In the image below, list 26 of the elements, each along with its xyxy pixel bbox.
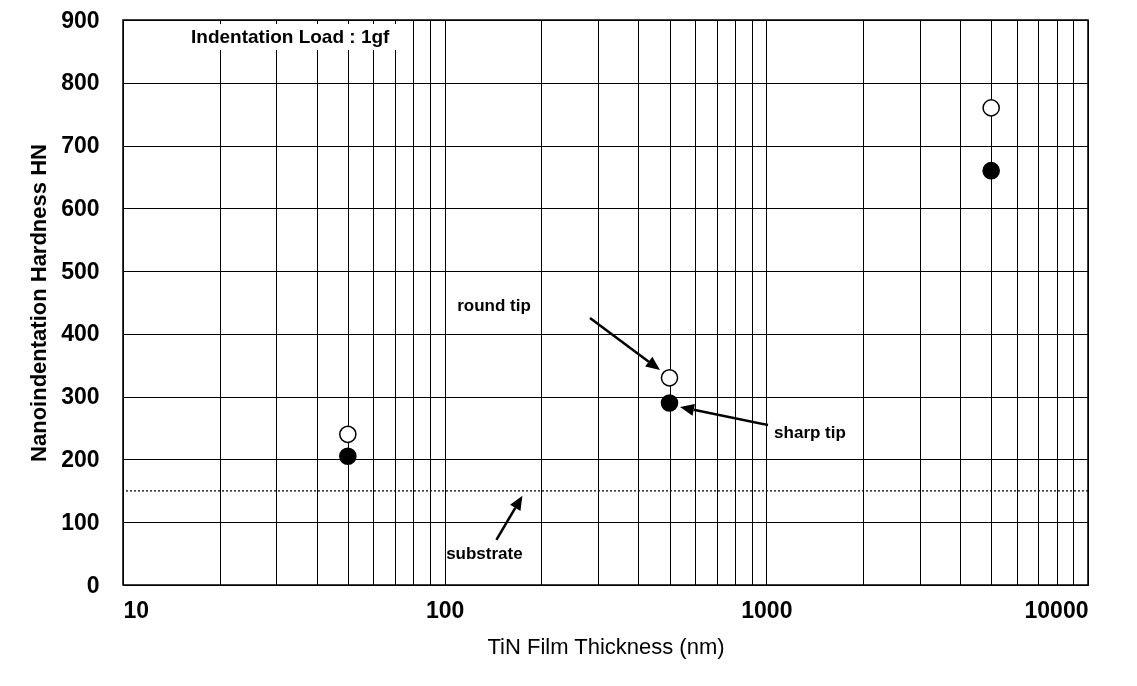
- x-tick-label: 10000: [1024, 596, 1089, 623]
- y-tick-label: 300: [61, 383, 100, 410]
- y-tick-label: 100: [61, 508, 100, 535]
- annotation: Indentation Load : 1gf: [183, 24, 398, 50]
- point: [982, 161, 1000, 180]
- y-tick-label: 400: [61, 320, 100, 347]
- y-tick-label: 600: [61, 194, 100, 221]
- x-tick-label: 10: [123, 596, 150, 623]
- point: [339, 447, 357, 466]
- point: [982, 99, 1000, 117]
- annotation: sharp tip: [774, 422, 846, 442]
- x-tick-label: 1000: [741, 596, 793, 623]
- point: [339, 425, 357, 444]
- point: [660, 394, 679, 412]
- annotation: round tip: [457, 295, 531, 315]
- y-tick-label: 700: [61, 132, 100, 159]
- x-axis-title: TiN Film Thickness (nm): [487, 633, 725, 659]
- y-tick-label: 200: [61, 445, 100, 472]
- point: [660, 369, 679, 387]
- y-tick-label: 0: [86, 571, 100, 598]
- x-tick-label: 100: [425, 596, 465, 623]
- legend-label: substrate: [446, 544, 523, 564]
- y-tick-label: 900: [61, 6, 100, 33]
- y-tick-label: 500: [61, 257, 100, 284]
- y-axis-title: Nanoindentation Hardness HN: [26, 144, 52, 462]
- y-tick-label: 800: [61, 69, 100, 96]
